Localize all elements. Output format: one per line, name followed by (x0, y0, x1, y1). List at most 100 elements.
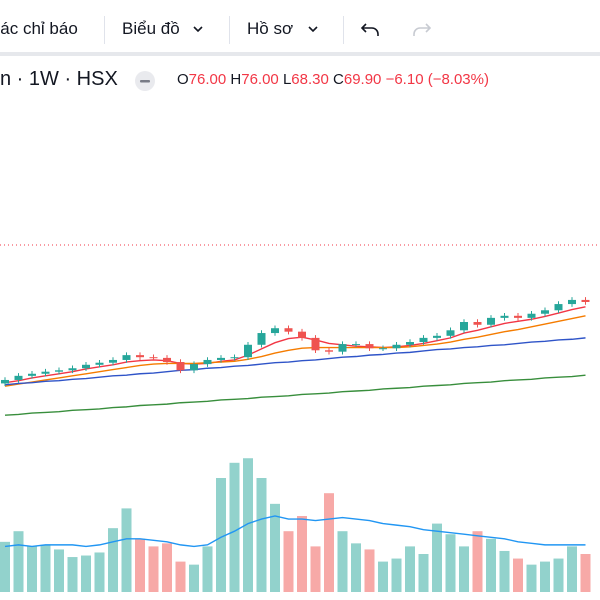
volume-bar (0, 541, 10, 592)
candle-body (203, 359, 212, 365)
chart-menu-label: Biểu đồ (122, 19, 180, 38)
redo-button[interactable] (410, 20, 432, 40)
volume-bar (378, 561, 388, 592)
l-label: L (282, 71, 292, 88)
candle-body (109, 359, 117, 363)
volume-bar (216, 478, 226, 592)
ohlc: O76.00 H76.00 L68.30 C69.90 −6.10 (−8.03… (177, 71, 489, 88)
candle-body (311, 337, 320, 351)
c-value: 69.90 (343, 71, 382, 88)
volume-bar (54, 549, 64, 592)
h-label: H (230, 71, 242, 88)
candle-body (473, 322, 482, 325)
candle-body (568, 299, 576, 305)
volume-bar (526, 564, 537, 592)
volume-bar (351, 543, 361, 592)
candle-body (55, 370, 63, 372)
volume-bar (229, 462, 240, 592)
candle-body (581, 299, 590, 302)
volume-bar (13, 531, 24, 592)
volume-bar (418, 554, 429, 592)
volume-bar (580, 554, 591, 592)
separator (343, 16, 344, 44)
candle-body (325, 350, 333, 352)
candle-body (68, 368, 77, 371)
candle-body (433, 335, 441, 338)
volume-bar (162, 543, 172, 592)
o-value: 76.00 (188, 71, 227, 88)
volume-bar (256, 478, 267, 592)
chart-menu[interactable]: Biểu đồ (122, 19, 180, 39)
moving-average (4, 337, 586, 386)
separator (229, 16, 230, 44)
candle-body (541, 310, 549, 314)
volume-bar (121, 508, 132, 592)
volume-bar (81, 555, 91, 592)
candle-body (392, 344, 401, 349)
moving-average (4, 315, 586, 387)
candle-body (244, 344, 252, 358)
candle-body (406, 342, 414, 345)
candle-body (554, 304, 563, 311)
symbol: n · 1W · HSX (0, 68, 118, 90)
volume-bar (324, 493, 334, 592)
volume-bar (391, 558, 402, 592)
volume-bar (283, 531, 294, 592)
candle-body (419, 337, 428, 343)
l-value: 68.30 (291, 71, 329, 88)
volume-bar (310, 546, 321, 592)
volume-bar (405, 546, 415, 592)
candle-body (163, 357, 171, 363)
volume-bar (108, 528, 118, 592)
candle-body (14, 375, 23, 380)
volume-bar (540, 561, 550, 592)
collapse-button[interactable] (134, 70, 156, 92)
candle-body (82, 364, 90, 369)
candle-body (500, 315, 509, 318)
candle-body (487, 317, 495, 325)
separator (104, 16, 105, 44)
volume-bar (270, 503, 280, 592)
change: −6.10 (−8.03%) (385, 71, 489, 88)
candle-body (28, 373, 36, 376)
volume-bar (148, 546, 159, 592)
volume-bar (135, 538, 145, 592)
chevron (308, 26, 318, 33)
volume-bar (459, 546, 469, 592)
o-label: O (177, 71, 189, 88)
volume-bar (202, 546, 213, 592)
chevron (193, 26, 203, 33)
candle-body (95, 362, 104, 365)
volume-bar (67, 557, 78, 592)
candle-body (379, 348, 387, 350)
candle-body (257, 333, 266, 345)
profile-menu-label: Hồ sơ (247, 19, 294, 38)
candle-body (230, 357, 239, 359)
volume-bar (94, 552, 105, 592)
candle-body (298, 331, 306, 338)
candle-body (190, 364, 198, 371)
moving-average (4, 306, 586, 384)
h-value: 76.00 (241, 71, 279, 88)
profile-menu[interactable]: Hồ sơ (247, 19, 293, 39)
volume-bar (243, 458, 253, 592)
undo-button[interactable] (360, 20, 382, 40)
volume-bar (175, 561, 186, 592)
c-label: C (333, 71, 344, 88)
candle-body (271, 328, 279, 334)
volume-bar (189, 564, 199, 592)
indicators-button[interactable]: Các chỉ báo (0, 19, 78, 38)
volume-bar (445, 534, 456, 592)
volume-bar (40, 544, 51, 592)
moving-average (4, 374, 586, 416)
candle-body (338, 344, 347, 352)
candle-body (446, 330, 455, 336)
volume-bar (567, 546, 577, 592)
candle-body (176, 362, 185, 371)
volume-bar (513, 558, 523, 592)
volume-bar (553, 558, 564, 592)
candle-body (136, 355, 144, 358)
candle-body (217, 357, 225, 360)
